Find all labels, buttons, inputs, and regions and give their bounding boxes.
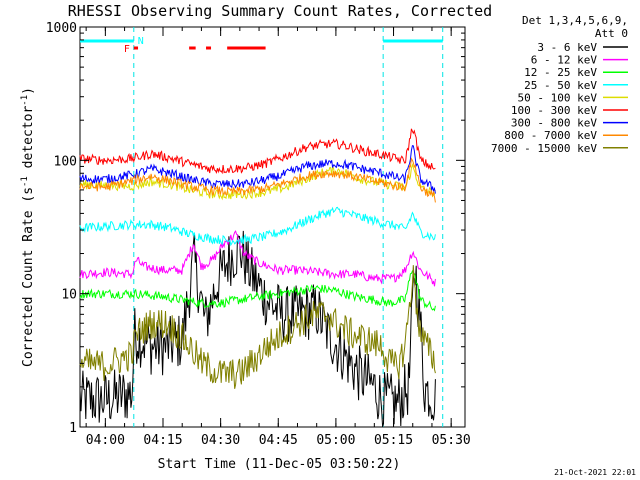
x-tick-label: 04:45 <box>259 433 298 448</box>
legend-label: 12 - 25 keV <box>524 66 597 79</box>
legend-label: 25 - 50 keV <box>524 79 597 92</box>
x-tick-label: 05:15 <box>374 433 413 448</box>
legend-label: 3 - 6 keV <box>537 41 597 54</box>
x-tick-label: 04:15 <box>143 433 182 448</box>
night-boundaries <box>133 27 444 427</box>
data-series <box>79 128 436 428</box>
series-line <box>79 128 436 175</box>
x-tick-label: 04:00 <box>86 433 125 448</box>
legend-label: 800 - 7000 keV <box>504 129 597 142</box>
legend-label: 6 - 12 keV <box>531 54 598 67</box>
y-tick-label: 100 <box>54 154 77 169</box>
flare-flag-label: F <box>124 44 130 55</box>
y-tick-label: 1 <box>69 421 77 436</box>
series-line <box>79 206 436 247</box>
y-tick-label: 1000 <box>46 21 77 36</box>
x-tick-label: 05:00 <box>316 433 355 448</box>
y-axis-label: Corrected Count Rate (s-1 detector-1) <box>20 87 36 367</box>
legend-detectors: Det 1,3,4,5,6,9, <box>522 14 628 27</box>
x-axis-ticks: 04:00 04:15 04:30 04:45 05:00 05:15 05:30 <box>85 27 471 448</box>
y-axis-ticks: 1 10 100 1000 <box>46 21 465 436</box>
legend-label: 100 - 300 keV <box>511 104 597 117</box>
x-tick-label: 04:30 <box>201 433 240 448</box>
series-line <box>79 270 436 312</box>
observing-flag-label: N <box>138 36 144 47</box>
series-line <box>79 265 436 389</box>
x-axis-label: Start Time (11-Dec-05 03:50:22) <box>158 457 401 472</box>
series-line <box>79 145 436 194</box>
series-line <box>79 230 436 287</box>
legend-label: 300 - 800 keV <box>511 117 597 130</box>
series-line <box>79 157 436 203</box>
legend-label: 7000 - 15000 keV <box>491 142 597 155</box>
series-line <box>79 230 436 428</box>
generation-timestamp: 21-Oct-2021 22:01 <box>554 468 636 477</box>
observing-flags: NF <box>80 36 443 55</box>
y-tick-label: 10 <box>61 288 77 303</box>
x-tick-label: 05:30 <box>432 433 471 448</box>
chart-title: RHESSI Observing Summary Count Rates, Co… <box>68 2 492 20</box>
legend-attenuator: Att 0 <box>595 27 628 40</box>
legend-label: 50 - 100 keV <box>518 91 598 104</box>
